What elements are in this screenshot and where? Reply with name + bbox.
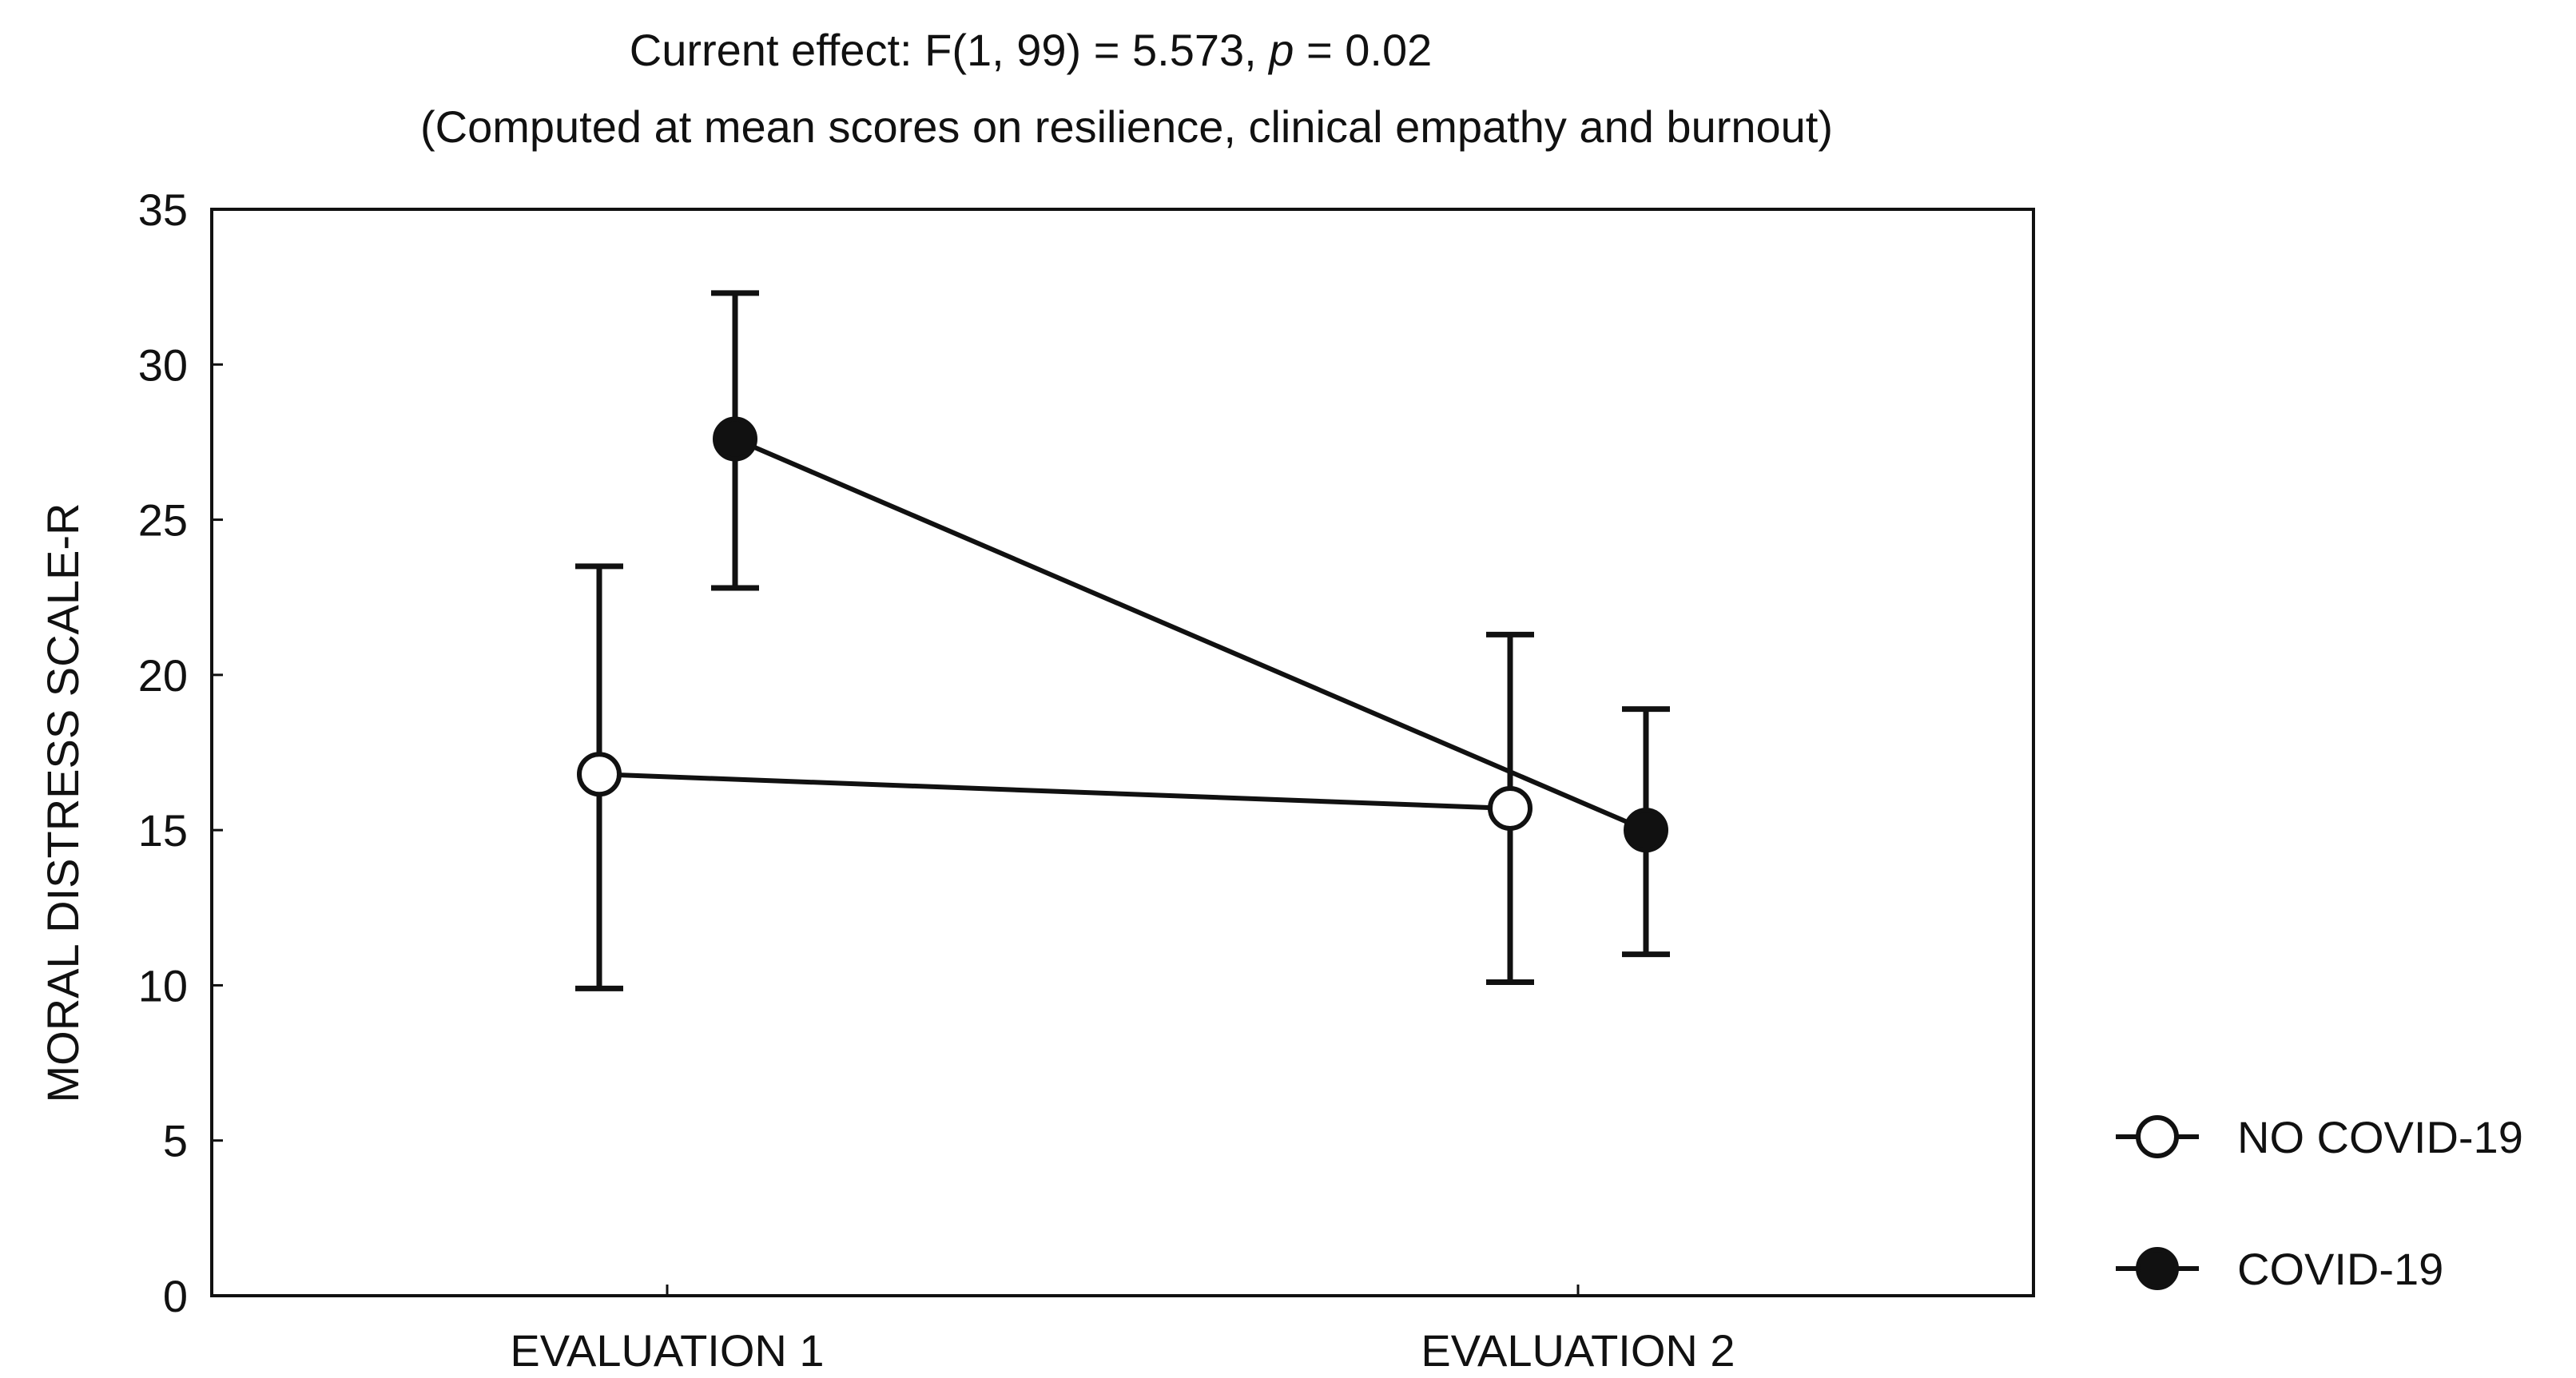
series-covid-19 (711, 290, 1670, 958)
series-no-covid-19 (575, 563, 1534, 991)
legend-item: NO COVID-19 (2116, 1112, 2523, 1162)
plot-frame (210, 208, 2035, 1297)
y-tick-label: 15 (138, 805, 188, 856)
data-point (1488, 785, 1532, 831)
y-tick-label: 5 (163, 1116, 188, 1166)
chart-title: Current effect: F(1, 99) = 5.573, p = 0.… (630, 25, 1432, 75)
legend-label: NO COVID-19 (2237, 1112, 2523, 1162)
y-tick-label: 25 (138, 495, 188, 546)
y-axis-label: MORAL DISTRESS SCALE-R (38, 503, 88, 1103)
series-layer (575, 290, 1670, 991)
data-point (1624, 808, 1668, 853)
y-tick-label: 30 (138, 340, 188, 390)
chart-subtitle: (Computed at mean scores on resilience, … (420, 101, 1833, 152)
legend-item: COVID-19 (2116, 1244, 2443, 1294)
x-tick-label: EVALUATION 1 (510, 1325, 824, 1376)
series-line (598, 772, 1511, 811)
y-tick-label: 35 (138, 185, 188, 235)
y-axis-ticks: 0 5 10 15 20 25 30 35 (138, 185, 223, 1321)
legend-label: COVID-19 (2237, 1244, 2443, 1294)
y-tick-label: 20 (138, 650, 188, 701)
legend-marker (2136, 1247, 2179, 1290)
x-tick-label: EVALUATION 2 (1421, 1325, 1735, 1376)
data-point (713, 416, 757, 462)
legend: NO COVID-19 COVID-19 (2116, 1112, 2523, 1294)
y-tick-label: 10 (138, 960, 188, 1011)
legend-marker (2136, 1115, 2179, 1158)
data-point (577, 752, 622, 797)
x-axis-ticks: EVALUATION 1 EVALUATION 2 (510, 1285, 1735, 1376)
series-line (733, 436, 1648, 832)
y-tick-label: 0 (163, 1271, 188, 1321)
